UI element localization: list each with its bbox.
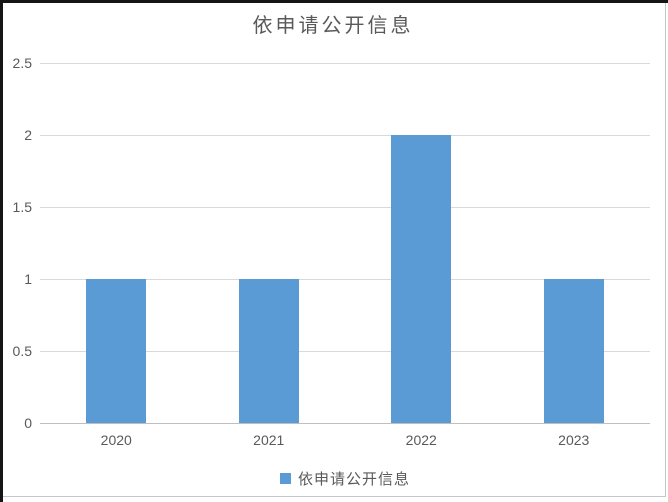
y-tick-label-0: 0	[24, 415, 32, 431]
gridline-1	[40, 279, 650, 280]
y-tick-label-1.5: 1.5	[12, 199, 32, 215]
y-tick-label-0.5: 0.5	[12, 343, 32, 359]
window-border-left	[0, 0, 3, 502]
x-tick-label-2023: 2023	[558, 432, 590, 448]
bar-2020	[86, 279, 147, 423]
y-tick-label-2: 2	[24, 127, 32, 143]
bar-2022	[391, 135, 452, 423]
gridline-0.5	[40, 351, 650, 352]
x-tick-label-2022: 2022	[405, 432, 437, 448]
bar-2021	[238, 279, 299, 423]
y-tick-label-2.5: 2.5	[12, 55, 32, 71]
plot-area	[40, 63, 650, 424]
chart-title: 依申请公开信息	[252, 15, 414, 37]
x-axis-line	[40, 423, 650, 424]
x-tick-label-2021: 2021	[253, 432, 285, 448]
window-border-top	[0, 0, 668, 3]
legend-label: 依申请公开信息	[297, 471, 410, 488]
legend: 依申请公开信息	[40, 468, 650, 489]
bar-2023	[543, 279, 604, 423]
y-tick-label-1: 1	[24, 271, 32, 287]
legend-swatch	[279, 473, 291, 484]
gridline-2	[40, 135, 650, 136]
gridline-2.5	[40, 63, 650, 64]
gridline-1.5	[40, 207, 650, 208]
x-tick-label-2020: 2020	[100, 432, 132, 448]
